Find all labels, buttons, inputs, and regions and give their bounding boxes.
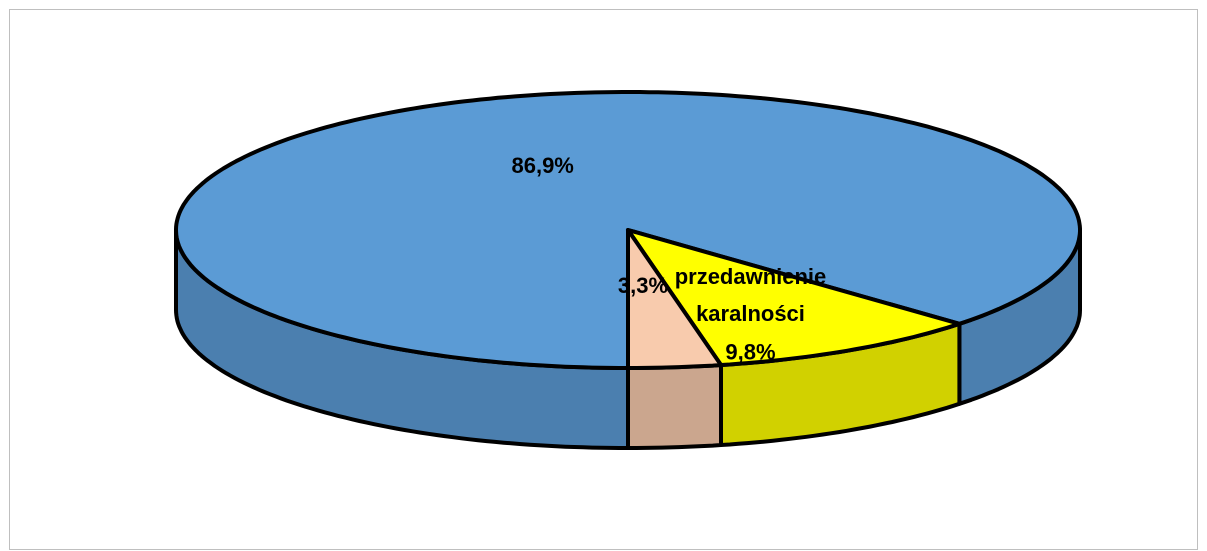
category-label: przedawnienie karalności (675, 264, 827, 326)
value-label: 9,8% (725, 340, 775, 365)
pie-labels: 86,9% przedawnienie karalności 9,8% 3,3% (511, 153, 826, 365)
slice-top (626, 228, 723, 370)
pie-tops (174, 90, 1082, 370)
value-label: 3,3% (618, 273, 668, 298)
value-label: 86,9% (511, 153, 573, 178)
slice-top (626, 228, 962, 367)
slice-side (626, 363, 723, 450)
